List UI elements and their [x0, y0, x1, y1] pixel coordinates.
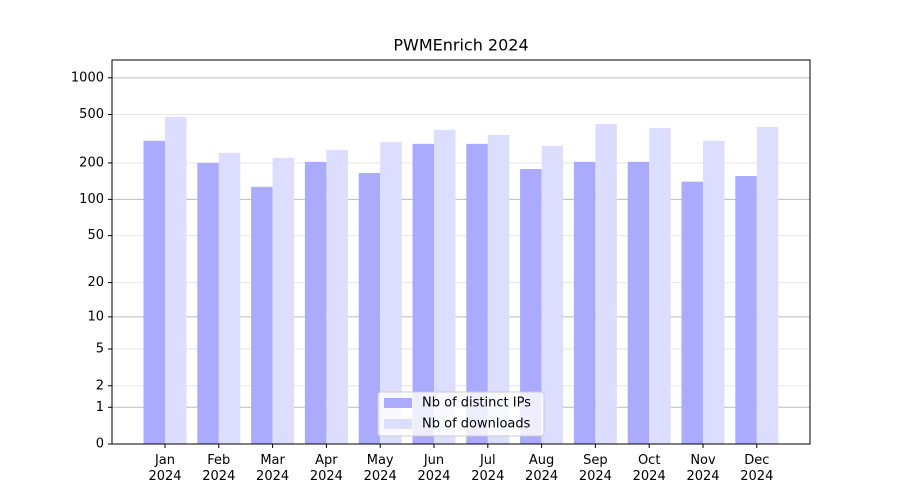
bar: [703, 140, 725, 444]
y-tick-label: 20: [87, 275, 104, 290]
chart-title: PWMEnrich 2024: [393, 36, 528, 55]
x-tick-label: Feb 2024: [202, 453, 236, 484]
bar: [326, 149, 348, 444]
bar: [272, 157, 295, 444]
bar: [412, 143, 434, 445]
y-tick-label: 200: [79, 155, 104, 170]
y-tick-label: 1: [96, 400, 104, 415]
x-tick-label: Mar 2024: [256, 453, 290, 484]
bar: [595, 123, 617, 444]
bar: [251, 186, 273, 445]
y-tick-label: 50: [87, 228, 104, 243]
x-tick-label: May 2024: [363, 453, 397, 484]
legend-label: Nb of downloads: [422, 417, 531, 432]
bar: [165, 116, 187, 444]
x-tick-label: Dec 2024: [740, 453, 774, 484]
y-tick-label: 0: [96, 437, 104, 452]
bar: [487, 134, 510, 444]
x-tick-label: Jan 2024: [148, 453, 182, 484]
x-tick-label: Nov 2024: [686, 453, 720, 484]
legend-swatch: [384, 398, 412, 408]
bar: [466, 143, 488, 445]
legend-label: Nb of distinct IPs: [422, 396, 531, 411]
bar: [541, 145, 564, 444]
bar: [143, 140, 165, 444]
legend-swatch: [384, 419, 412, 429]
legend-box: [377, 391, 545, 437]
bar: [304, 161, 327, 444]
bar: [434, 129, 456, 445]
x-tick-label: Oct 2024: [632, 453, 666, 484]
bar: [573, 161, 596, 444]
x-tick-label: Sep 2024: [578, 453, 612, 484]
y-tick-label: 5: [96, 342, 104, 357]
x-tick-label: Aug 2024: [525, 453, 559, 484]
x-tick-label: Jul 2024: [471, 453, 505, 484]
bar: [627, 161, 650, 444]
y-tick-label: 1000: [71, 70, 104, 85]
x-tick-label: Jun 2024: [417, 453, 451, 484]
y-tick-label: 100: [79, 192, 104, 207]
bar: [756, 126, 779, 444]
bar: [649, 127, 671, 444]
y-tick-label: 10: [87, 309, 104, 324]
bar: [681, 181, 703, 444]
y-tick-label: 500: [79, 107, 104, 122]
bar: [218, 152, 241, 445]
y-tick-label: 2: [96, 378, 104, 393]
plot-frame: [111, 59, 811, 445]
x-tick-label: Apr 2024: [309, 453, 343, 484]
bar: [735, 176, 757, 444]
bar: [358, 173, 381, 444]
bar: [197, 162, 219, 444]
bar: [380, 141, 402, 444]
bar: [520, 169, 542, 444]
